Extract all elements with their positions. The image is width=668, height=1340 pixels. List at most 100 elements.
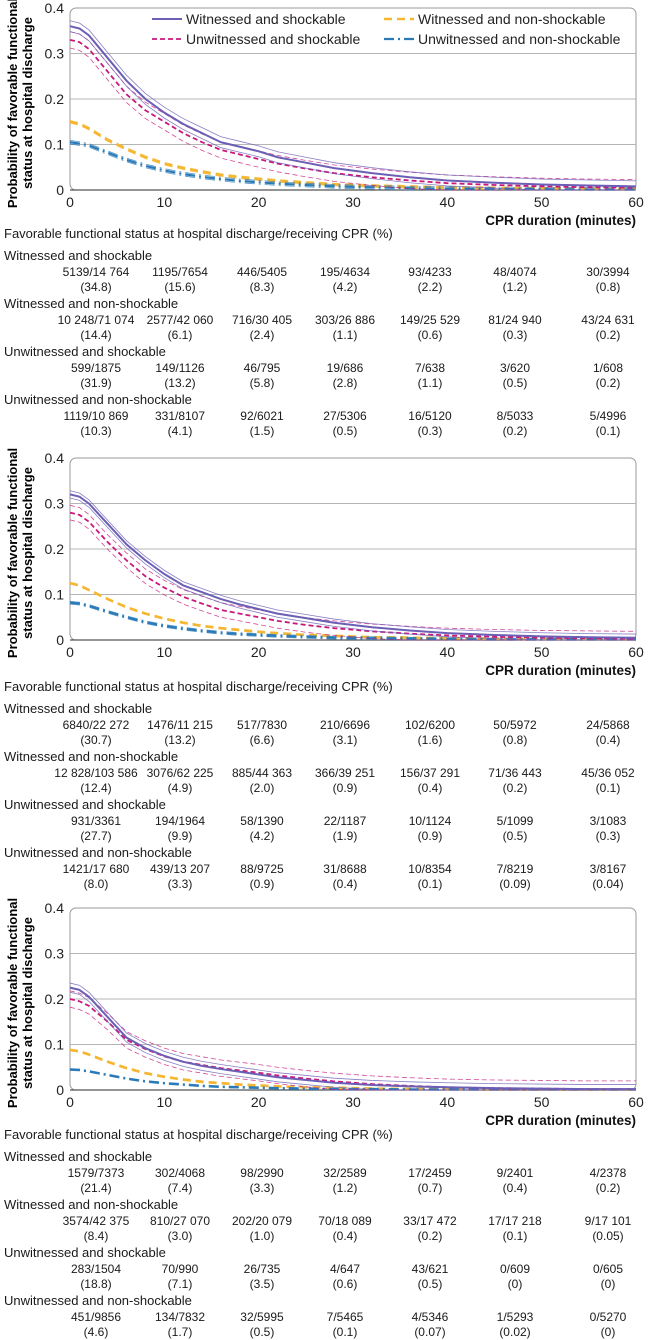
- x-tick-label: 50: [534, 194, 550, 210]
- table-cell-count: 0/609: [499, 1262, 531, 1276]
- table-cell-percent: (7.4): [167, 1181, 193, 1195]
- table-cell: 599/1875 (31.9): [46, 361, 146, 391]
- y-axis-label-line-2: status at hospital discharge: [20, 17, 35, 189]
- table-cell-count: 3076/62 225: [146, 766, 214, 780]
- table-cell-count: 48/4074: [493, 265, 537, 279]
- x-tick-label: 20: [251, 644, 267, 660]
- table-cell-percent: (0.8): [595, 280, 621, 294]
- table-group-name: Witnessed and non-shockable: [4, 749, 179, 764]
- table-cell-percent: (0.5): [502, 829, 528, 843]
- table-cell: 3574/42 375 (8.4): [46, 1214, 146, 1244]
- table-cell-percent: (0.2): [417, 1229, 443, 1243]
- table-cell-count: 210/6696: [319, 718, 371, 732]
- table-cell-count: 102/6200: [404, 718, 456, 732]
- x-axis-label: CPR duration (minutes): [485, 663, 636, 678]
- table-cell: 1119/10 869 (10.3): [46, 409, 146, 439]
- table-cell: 4/647 (0.6): [295, 1262, 395, 1292]
- y-axis-label-line-1: Probability of favorable functional: [5, 448, 20, 658]
- table-cell: 517/7830 (6.6): [212, 718, 312, 748]
- table-cell-percent: (3.1): [332, 733, 358, 747]
- table-cell: 43/621 (0.5): [380, 1262, 480, 1292]
- table-cell-percent: (1.1): [332, 328, 358, 342]
- table-cell-count: 451/9856: [70, 1310, 122, 1324]
- table-cell: 0/605 (0): [558, 1262, 658, 1292]
- table-cell: 26/735 (3.5): [212, 1262, 312, 1292]
- table-cell-count: 5/1099: [496, 814, 534, 828]
- table-cell-percent: (0.3): [502, 328, 528, 342]
- table-cell: 303/26 886 (1.1): [295, 313, 395, 343]
- unwitnessed-and-non-shockable-line: [69, 1068, 636, 1091]
- table-cell-percent: (1.9): [332, 829, 358, 843]
- table-cell-count: 81/24 940: [488, 313, 542, 327]
- table-cell-percent: (7.1): [167, 1277, 193, 1291]
- table-cell: 3076/62 225 (4.9): [130, 766, 230, 796]
- y-axis-label-line-1: Probability of favorable functional: [5, 0, 20, 208]
- x-tick-label: 40: [440, 194, 456, 210]
- table-cell-count: 439/13 207: [149, 862, 211, 876]
- table-cell-count: 17/2459: [408, 1166, 452, 1180]
- table-cell: 19/686 (2.8): [295, 361, 395, 391]
- table-cell-count: 1579/7373: [67, 1166, 125, 1180]
- table-cell-count: 27/5306: [323, 409, 367, 423]
- table-cell-percent: (21.4): [80, 1181, 112, 1195]
- table-cell-count: 24/5868: [586, 718, 630, 732]
- table-cell: 58/1390 (4.2): [212, 814, 312, 844]
- table-cell-percent: (3.5): [249, 1277, 275, 1291]
- table-cell: 4/2378 (0.2): [558, 1166, 658, 1196]
- table-cell: 30/3994 (0.8): [558, 265, 658, 295]
- table-cell-count: 70/990: [161, 1262, 199, 1276]
- chart-panel-2: 0 0.1 0.2 0.3 0.4 0 10 20 30 40 50 60 CPR duration (…: [0, 448, 668, 680]
- table-cell: 3/1083 (0.3): [558, 814, 658, 844]
- table-cell-percent: (30.7): [80, 733, 112, 747]
- table-cell: 0/609 (0): [465, 1262, 565, 1292]
- table-group-name: Witnessed and non-shockable: [4, 1197, 179, 1212]
- table-cell-percent: (12.4): [80, 781, 112, 795]
- table-cell-count: 71/36 443: [488, 766, 542, 780]
- table-cell-count: 1/608: [592, 361, 624, 375]
- table-cell-percent: (0.4): [332, 877, 358, 891]
- table-cell-percent: (0.4): [595, 733, 621, 747]
- table-cell-count: 156/37 291: [399, 766, 461, 780]
- table-cell-count: 9/2401: [496, 1166, 534, 1180]
- table-cell-count: 283/1504: [70, 1262, 122, 1276]
- table-cell-count: 32/2589: [323, 1166, 367, 1180]
- table-cell-count: 446/5405: [236, 265, 288, 279]
- table-cell-percent: (0.2): [595, 328, 621, 342]
- table-group-name: Unwitnessed and shockable: [4, 797, 166, 812]
- table-cell-count: 58/1390: [240, 814, 284, 828]
- table-cell-count: 149/1126: [155, 361, 205, 375]
- table-cell-count: 716/30 405: [231, 313, 293, 327]
- table-cell-percent: (0.9): [417, 829, 443, 843]
- table-cell-count: 3574/42 375: [62, 1214, 130, 1228]
- table-cell-percent: (0.9): [332, 781, 358, 795]
- table-cell-count: 70/18 089: [318, 1214, 372, 1228]
- table-cell: 3/8167 (0.04): [558, 862, 658, 892]
- table-cell: 1/608 (0.2): [558, 361, 658, 391]
- table-cell: 1/5293 (0.02): [465, 1310, 565, 1340]
- table-cell-percent: (4.2): [249, 829, 275, 843]
- table-2-title: Favorable functional status at hospital …: [4, 679, 393, 694]
- table-cell-percent: (2.2): [417, 280, 443, 294]
- table-cell-percent: (0.4): [502, 1181, 528, 1195]
- table-cell-percent: (2.0): [249, 781, 275, 795]
- table-cell-percent: (5.8): [249, 376, 275, 390]
- y-tick-label: 0.1: [45, 1037, 65, 1053]
- table-cell-count: 10/8354: [408, 862, 452, 876]
- table-cell: 9/17 101 (0.05): [558, 1214, 658, 1244]
- x-tick-label: 50: [534, 644, 550, 660]
- table-cell: 1421/17 680 (8.0): [46, 862, 146, 892]
- table-cell-percent: (3.0): [167, 1229, 193, 1243]
- table-cell-count: 43/24 631: [581, 313, 635, 327]
- table-cell-percent: (13.2): [164, 733, 196, 747]
- table-cell-count: 6840/22 272: [62, 718, 130, 732]
- table-cell: 43/24 631 (0.2): [558, 313, 658, 343]
- table-cell: 9/2401 (0.4): [465, 1166, 565, 1196]
- table-cell-count: 1476/11 215: [147, 718, 213, 732]
- table-cell-count: 7/8219: [496, 862, 534, 876]
- y-tick-label: 0: [56, 632, 64, 648]
- table-cell-count: 26/735: [243, 1262, 281, 1276]
- x-tick-label: 40: [440, 1094, 456, 1110]
- table-cell: 931/3361 (27.7): [46, 814, 146, 844]
- x-tick-label: 60: [628, 1094, 644, 1110]
- table-cell-count: 366/39 251: [314, 766, 376, 780]
